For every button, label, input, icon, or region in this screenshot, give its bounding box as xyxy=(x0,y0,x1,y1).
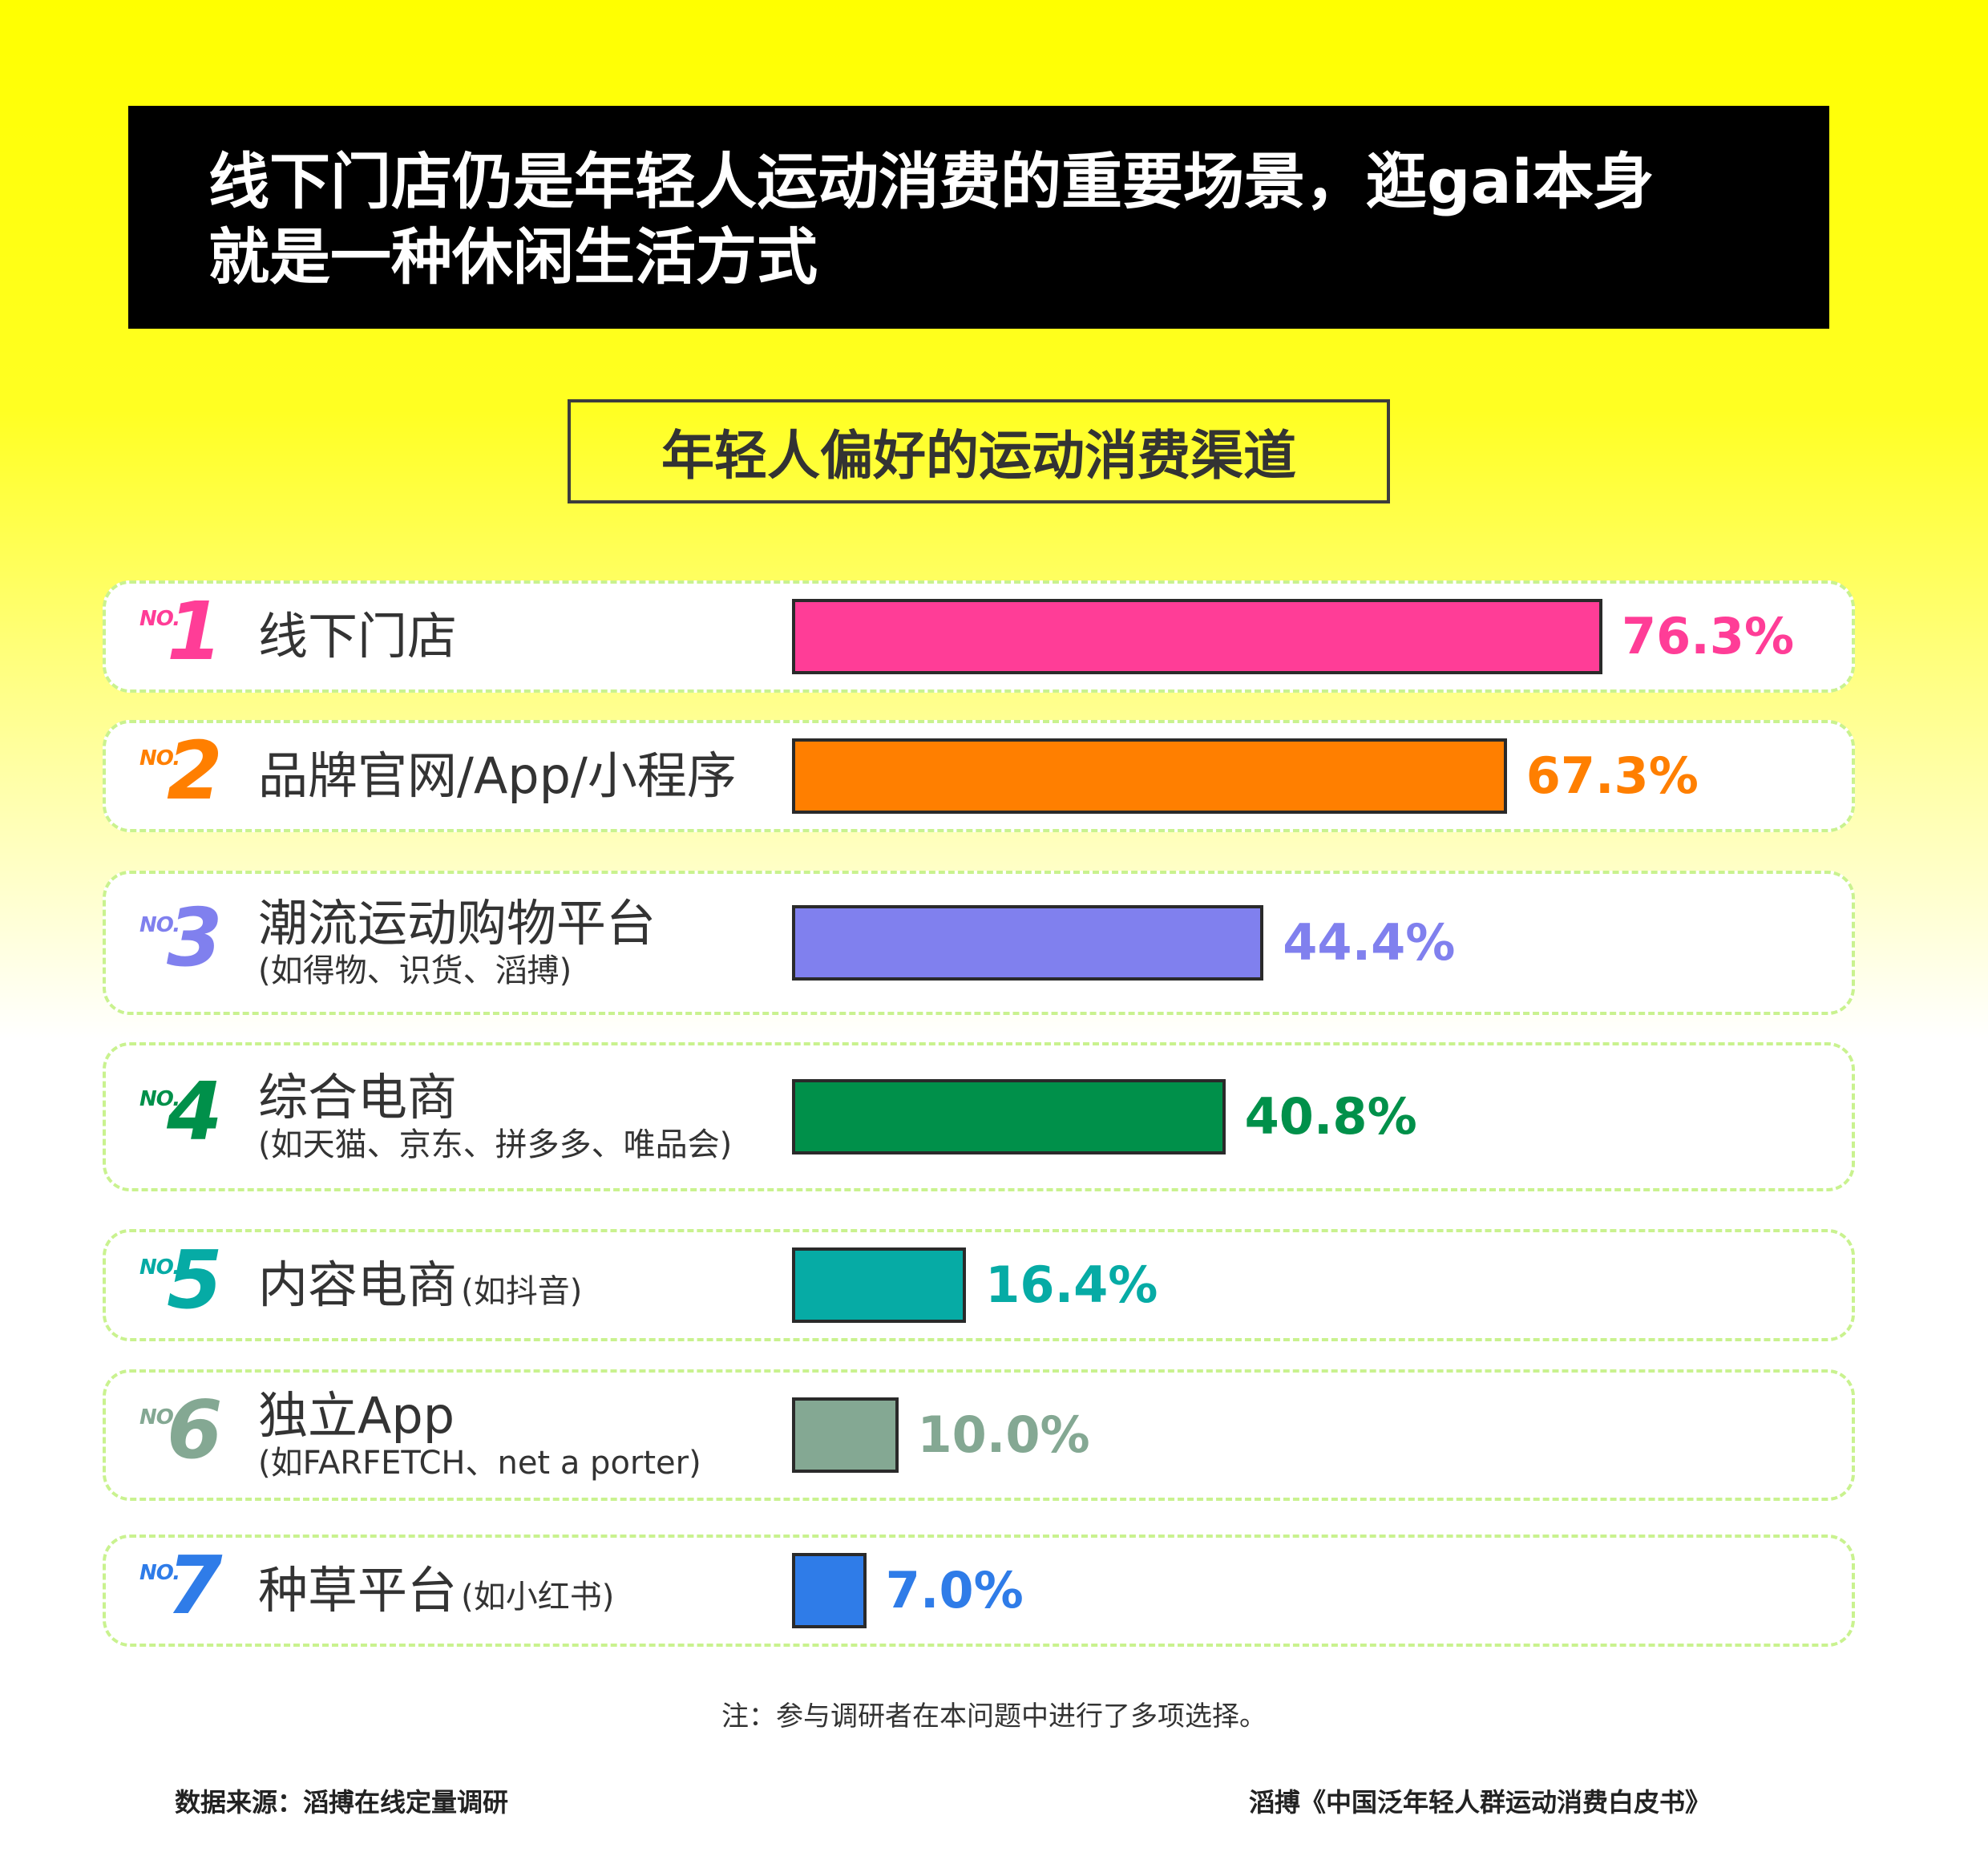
channel-examples: (如小红书) xyxy=(461,1579,615,1615)
channel-name: 品牌官网/App/小程序 xyxy=(258,746,737,805)
channel-label: 种草平台 (如小红书) xyxy=(258,1563,614,1619)
rank-prefix: NO. xyxy=(139,746,180,770)
channel-label: 独立App (如FARFETCH、net a porter) xyxy=(258,1388,701,1482)
channel-name: 潮流运动购物平台 xyxy=(258,894,657,952)
rank-number: 5 xyxy=(167,1233,223,1327)
rank-badge: NO. 1 xyxy=(139,584,252,679)
channel-examples: (如天猫、京东、拼多多、唯品会) xyxy=(258,1126,733,1163)
bar-4 xyxy=(792,1079,1226,1154)
bar-5 xyxy=(792,1247,967,1323)
channel-row: NO. 1 线下门店 76.3% xyxy=(103,580,1855,693)
channel-name: 独立App xyxy=(258,1386,455,1445)
channel-label: 潮流运动购物平台 (如得物、识货、滔搏) xyxy=(258,896,656,990)
title-line-2: 就是一种休闲生活方式 xyxy=(208,221,818,293)
rank-number: 1 xyxy=(167,584,223,678)
value-label: 67.3% xyxy=(1525,746,1699,805)
value-label: 40.8% xyxy=(1244,1087,1417,1146)
value-label: 7.0% xyxy=(885,1561,1024,1619)
bar-7 xyxy=(792,1553,867,1628)
rank-badge: NO. 5 xyxy=(139,1233,252,1328)
channel-row: NO. 6 独立App (如FARFETCH、net a porter) 10.0% xyxy=(103,1369,1855,1501)
data-source: 数据来源：滔搏在线定量调研 xyxy=(175,1787,509,1818)
rank-badge: NO. 4 xyxy=(139,1065,252,1159)
channel-examples: (如FARFETCH、net a porter) xyxy=(258,1445,701,1482)
rank-prefix: NO. xyxy=(139,1256,180,1280)
channel-examples: (如抖音) xyxy=(461,1273,583,1310)
rank-number: 4 xyxy=(167,1065,223,1158)
value-label: 44.4% xyxy=(1283,913,1456,972)
rank-prefix: NO. xyxy=(139,913,180,937)
rank-badge: NO. 7 xyxy=(139,1539,252,1633)
channel-name: 综合电商 xyxy=(258,1068,458,1126)
rank-prefix: NO. xyxy=(139,607,180,631)
channel-examples: (如得物、识货、滔搏) xyxy=(258,952,572,989)
channel-name: 种草平台 xyxy=(258,1561,458,1619)
rank-prefix: NO. xyxy=(139,1561,180,1585)
channel-label: 内容电商 (如抖音) xyxy=(258,1257,582,1313)
channel-label: 线下门店 xyxy=(258,609,457,665)
publication-name: 滔搏《中国泛年轻人群运动消费白皮书》 xyxy=(1249,1787,1711,1818)
channel-name: 线下门店 xyxy=(258,607,458,665)
channel-row: NO. 7 种草平台 (如小红书) 7.0% xyxy=(103,1535,1855,1647)
bar-2 xyxy=(792,738,1507,814)
rank-prefix: NO. xyxy=(139,1087,180,1111)
bar-1 xyxy=(792,599,1602,674)
channel-label: 品牌官网/App/小程序 xyxy=(258,748,737,804)
rank-badge: NO. 2 xyxy=(139,724,252,819)
value-label: 16.4% xyxy=(985,1256,1158,1314)
value-label: 10.0% xyxy=(917,1405,1090,1464)
channel-row: NO. 4 综合电商 (如天猫、京东、拼多多、唯品会) 40.8% xyxy=(103,1042,1855,1191)
title-banner: 线下门店仍是年轻人运动消费的重要场景，逛gai本身 就是一种休闲生活方式 xyxy=(128,106,1829,329)
channel-name: 内容电商 xyxy=(258,1256,458,1314)
rank-number: 2 xyxy=(167,724,223,818)
footnote: 注：参与调研者在本问题中进行了多项选择。 xyxy=(721,1700,1267,1733)
rank-number: 6 xyxy=(167,1383,223,1477)
rank-badge: NO. 3 xyxy=(139,891,252,985)
rank-number: 7 xyxy=(167,1539,223,1632)
channel-row: NO. 2 品牌官网/App/小程序 67.3% xyxy=(103,720,1855,832)
channel-row: NO. 3 潮流运动购物平台 (如得物、识货、滔搏) 44.4% xyxy=(103,871,1855,1015)
rank-number: 3 xyxy=(167,891,223,985)
rank-badge: NO. 6 xyxy=(139,1383,252,1478)
channel-row: NO. 5 内容电商 (如抖音) 16.4% xyxy=(103,1229,1855,1341)
value-label: 76.3% xyxy=(1621,607,1795,665)
channel-label: 综合电商 (如天猫、京东、拼多多、唯品会) xyxy=(258,1070,732,1164)
chart-subtitle: 年轻人偏好的运动消费渠道 xyxy=(568,399,1390,503)
bar-3 xyxy=(792,905,1264,981)
rank-prefix: NO. xyxy=(139,1405,180,1429)
bar-6 xyxy=(792,1397,899,1473)
title-line-1: 线下门店仍是年轻人运动消费的重要场景，逛gai本身 xyxy=(208,146,1655,217)
